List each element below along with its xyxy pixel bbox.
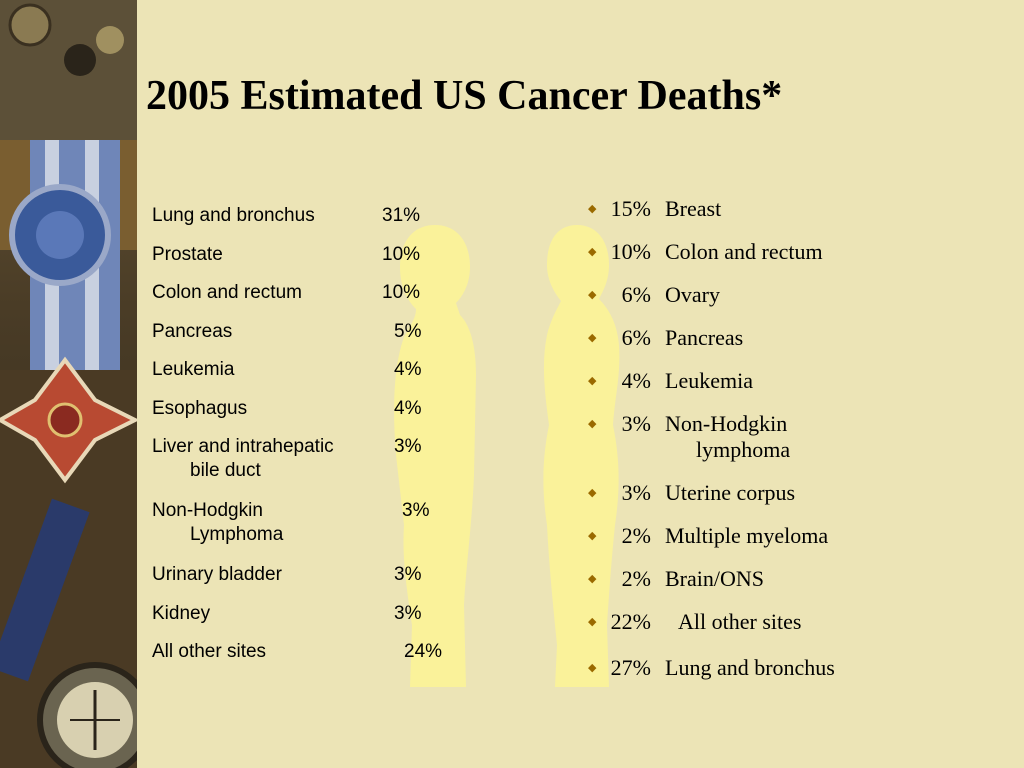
site-percent: 31% <box>382 205 421 226</box>
list-item-brain: ◆ 2% Brain/ONS <box>588 566 1008 592</box>
site-percent: 3% <box>402 500 430 521</box>
list-item-colon: ◆ 10% Colon and rectum <box>588 239 1008 265</box>
site-percent: 10% <box>382 243 421 265</box>
site-name: Leukemia <box>152 359 235 380</box>
list-item-non-hodgkin: Non-Hodgkin 3% Lymphoma <box>152 499 429 547</box>
site-name: Leukemia <box>665 368 753 393</box>
list-item-bladder: Urinary bladder 3% <box>152 563 421 587</box>
site-percent: 6% <box>621 282 651 307</box>
list-item-leukemia: Leukemia 4% <box>152 358 421 382</box>
site-percent: 10% <box>382 282 421 303</box>
list-item-kidney: Kidney 3% <box>152 602 421 626</box>
site-name: Colon and rectum <box>152 282 302 303</box>
list-item-esophagus: Esophagus 4% <box>152 397 421 421</box>
list-item-prostate: Prostate 10% <box>152 243 420 267</box>
site-name: Colon and rectum <box>665 239 823 264</box>
diamond-bullet-icon: ◆ <box>588 289 597 301</box>
list-item-liver: Liver and intrahepatic 3% bile duct <box>152 435 421 483</box>
site-percent: 2% <box>621 523 651 548</box>
diamond-bullet-icon: ◆ <box>588 487 597 499</box>
site-percent: 3% <box>394 564 422 585</box>
site-name-continued: bile duct <box>190 460 261 481</box>
site-percent: 3% <box>394 436 422 457</box>
site-name: Uterine corpus <box>665 480 796 505</box>
site-name: Lung and bronchus <box>665 655 835 680</box>
list-item-lung: ◆ 27% Lung and bronchus <box>588 655 1008 681</box>
site-name: Pancreas <box>665 325 744 350</box>
slide-title: 2005 Estimated US Cancer Deaths* <box>146 73 783 119</box>
list-item-uterine: ◆ 3% Uterine corpus <box>588 480 1008 506</box>
site-name: Prostate <box>152 243 223 265</box>
list-item-colon: Colon and rectum 10% <box>152 281 420 305</box>
list-item-pancreas: ◆ 6% Pancreas <box>588 325 1008 351</box>
site-percent: 3% <box>394 602 422 624</box>
diamond-bullet-icon: ◆ <box>588 203 597 215</box>
site-percent: 4% <box>394 397 422 419</box>
site-percent: 27% <box>610 655 651 680</box>
site-name: Brain/ONS <box>665 566 764 591</box>
site-name: Pancreas <box>152 320 233 342</box>
diamond-bullet-icon: ◆ <box>588 573 597 585</box>
female-cancer-deaths-list: ◆ 15% Breast ◆ 10% Colon and rectum ◆ 6%… <box>588 196 1008 681</box>
medal-collage-image <box>0 0 137 768</box>
site-name: Esophagus <box>152 397 248 419</box>
list-item-non-hodgkin: ◆ 3% Non-Hodgkin lymphoma <box>588 411 1008 463</box>
diamond-bullet-icon: ◆ <box>588 530 597 542</box>
decorative-medal-strip <box>0 0 137 768</box>
site-percent: 15% <box>610 196 651 221</box>
site-percent: 3% <box>621 480 651 505</box>
site-name: Multiple myeloma <box>665 523 829 548</box>
list-item-other: ◆ 22% All other sites <box>588 609 1008 635</box>
site-name: Liver and intrahepatic <box>152 436 334 457</box>
site-percent: 4% <box>621 368 651 393</box>
site-percent: 5% <box>394 320 422 342</box>
list-item-other: All other sites 24% <box>152 640 442 664</box>
site-name: Non-Hodgkin <box>665 411 788 436</box>
site-name: Kidney <box>152 602 211 624</box>
list-item-leukemia: ◆ 4% Leukemia <box>588 368 1008 394</box>
diamond-bullet-icon: ◆ <box>588 616 597 628</box>
site-name: All other sites <box>152 641 267 662</box>
site-percent: 4% <box>394 359 422 380</box>
site-name-continued: Lymphoma <box>190 524 284 545</box>
site-percent: 24% <box>404 641 443 662</box>
site-name: Ovary <box>665 282 720 307</box>
list-item-myeloma: ◆ 2% Multiple myeloma <box>588 523 1008 549</box>
diamond-bullet-icon: ◆ <box>588 662 597 674</box>
site-name: Lung and bronchus <box>152 205 315 226</box>
site-name: All other sites <box>678 609 802 634</box>
male-silhouette <box>394 225 476 687</box>
site-percent: 22% <box>610 609 651 634</box>
site-percent: 6% <box>621 325 651 350</box>
list-item-lung: Lung and bronchus 31% <box>152 204 420 228</box>
site-percent: 10% <box>610 239 651 264</box>
list-item-breast: ◆ 15% Breast <box>588 196 1008 222</box>
site-percent: 2% <box>621 566 651 591</box>
diamond-bullet-icon: ◆ <box>588 418 597 430</box>
site-name: Non-Hodgkin <box>152 500 263 521</box>
site-name: Urinary bladder <box>152 564 282 585</box>
site-name: Breast <box>665 196 722 221</box>
list-item-ovary: ◆ 6% Ovary <box>588 282 1008 308</box>
site-percent: 3% <box>621 411 651 436</box>
site-name-continued: lymphoma <box>696 437 791 462</box>
list-item-pancreas: Pancreas 5% <box>152 320 421 344</box>
diamond-bullet-icon: ◆ <box>588 375 597 387</box>
diamond-bullet-icon: ◆ <box>588 246 597 258</box>
female-silhouette <box>543 225 620 687</box>
diamond-bullet-icon: ◆ <box>588 332 597 344</box>
